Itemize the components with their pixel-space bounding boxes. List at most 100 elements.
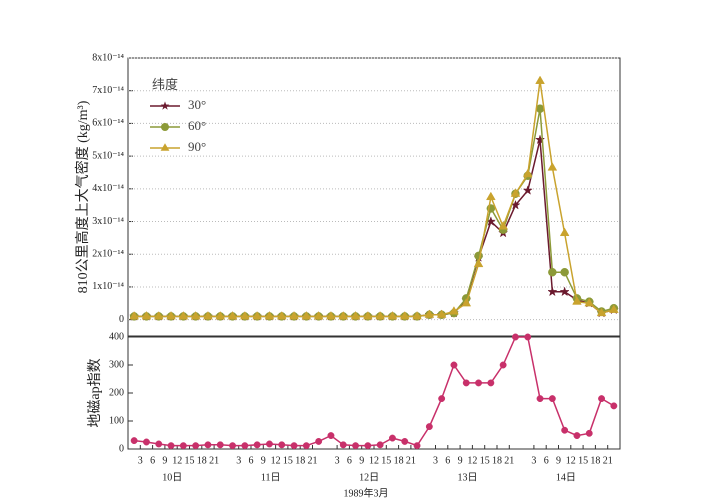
data-point bbox=[192, 442, 200, 450]
data-point bbox=[401, 437, 409, 445]
y-tick-label: 2x10⁻¹⁴ bbox=[92, 249, 124, 260]
x-tick-label: 18 bbox=[295, 455, 305, 466]
data-point bbox=[143, 438, 150, 446]
legend-label: 30° bbox=[188, 97, 206, 112]
x-tick-label: 15 bbox=[578, 455, 588, 466]
data-point bbox=[547, 286, 558, 297]
data-point bbox=[559, 286, 570, 297]
data-point bbox=[450, 361, 458, 369]
data-point bbox=[229, 442, 237, 450]
x-axis-label: 1989年3月 bbox=[344, 486, 389, 499]
data-point bbox=[130, 437, 138, 445]
data-point bbox=[253, 441, 261, 449]
data-point bbox=[301, 311, 312, 320]
data-point bbox=[487, 379, 495, 387]
data-point bbox=[559, 227, 570, 237]
data-point bbox=[399, 311, 410, 320]
legend-label: 60° bbox=[188, 118, 206, 133]
data-point bbox=[473, 258, 484, 268]
day-label: 11日 bbox=[261, 472, 281, 483]
y-axis-label: 810公里高度上大气密度 (kg/m³) bbox=[74, 100, 91, 293]
data-point bbox=[560, 267, 569, 277]
data-point bbox=[215, 311, 226, 320]
x-tick-label: 21 bbox=[209, 455, 219, 466]
x-tick-label: 9 bbox=[162, 455, 167, 466]
data-point bbox=[166, 311, 176, 320]
data-point bbox=[561, 426, 569, 434]
x-tick-label: 3 bbox=[531, 455, 536, 466]
data-point bbox=[153, 311, 164, 320]
y-tick-label: 8x10⁻¹⁴ bbox=[92, 52, 124, 63]
y-tick-label: 4x10⁻¹⁴ bbox=[92, 183, 124, 194]
x-tick-label: 18 bbox=[197, 455, 207, 466]
plot-frame bbox=[127, 336, 621, 450]
x-tick-label: 3 bbox=[138, 455, 143, 466]
data-point bbox=[387, 311, 398, 320]
x-tick-label: 18 bbox=[590, 455, 600, 466]
data-point bbox=[290, 442, 298, 450]
x-tick-label: 21 bbox=[603, 455, 613, 466]
data-point bbox=[522, 168, 533, 178]
data-point bbox=[204, 441, 212, 449]
data-point bbox=[302, 442, 310, 450]
data-point bbox=[547, 162, 558, 171]
data-point bbox=[350, 311, 361, 320]
day-label: 10日 bbox=[162, 472, 182, 483]
data-point bbox=[203, 311, 213, 320]
x-tick-label: 12 bbox=[467, 455, 477, 466]
legend-marker bbox=[160, 101, 170, 110]
y-tick-label: 6x10⁻¹⁴ bbox=[92, 118, 124, 129]
series-line bbox=[134, 336, 615, 447]
day-label: 14日 bbox=[556, 472, 576, 483]
data-point bbox=[475, 379, 482, 387]
y-tick-label: 400 bbox=[109, 331, 124, 342]
data-point bbox=[178, 311, 189, 320]
data-point bbox=[548, 395, 556, 403]
series-line bbox=[134, 139, 615, 318]
data-point bbox=[534, 134, 546, 145]
data-point bbox=[240, 311, 250, 320]
x-tick-label: 3 bbox=[433, 455, 438, 466]
data-point bbox=[412, 311, 422, 320]
data-point bbox=[535, 75, 545, 84]
y-tick-label: 7x10⁻¹⁴ bbox=[92, 85, 124, 96]
data-point bbox=[499, 361, 507, 369]
x-tick-label: 18 bbox=[394, 455, 404, 466]
data-point bbox=[573, 432, 581, 440]
x-tick-label: 15 bbox=[185, 455, 195, 466]
x-tick-label: 21 bbox=[308, 455, 318, 466]
series-line bbox=[134, 80, 615, 318]
data-point bbox=[572, 296, 582, 305]
data-point bbox=[536, 395, 544, 403]
data-point bbox=[339, 441, 347, 449]
y-tick-label: 1x10⁻¹⁴ bbox=[92, 281, 124, 292]
data-point bbox=[375, 311, 385, 320]
data-point bbox=[315, 437, 323, 445]
y-tick-label: 0 bbox=[119, 314, 124, 325]
data-point bbox=[609, 304, 619, 313]
data-point bbox=[179, 442, 187, 450]
data-point bbox=[338, 311, 349, 320]
x-tick-label: 6 bbox=[150, 455, 155, 466]
y-tick-label: 3x10⁻¹⁴ bbox=[92, 216, 124, 227]
data-point bbox=[326, 311, 336, 320]
data-point bbox=[486, 191, 496, 201]
day-label: 13日 bbox=[457, 472, 477, 483]
data-point bbox=[522, 185, 533, 195]
x-tick-label: 12 bbox=[172, 455, 182, 466]
x-tick-label: 6 bbox=[544, 455, 549, 466]
data-point bbox=[252, 311, 262, 320]
x-tick-label: 15 bbox=[381, 455, 391, 466]
data-point bbox=[436, 309, 447, 318]
x-tick-label: 21 bbox=[406, 455, 416, 466]
x-tick-label: 15 bbox=[480, 455, 490, 466]
y-tick-label: 0 bbox=[119, 443, 124, 454]
x-tick-label: 9 bbox=[261, 455, 266, 466]
data-point bbox=[190, 311, 201, 320]
data-point bbox=[424, 309, 435, 318]
data-point bbox=[313, 311, 324, 320]
data-point bbox=[413, 442, 421, 450]
data-point bbox=[227, 311, 238, 320]
data-point bbox=[129, 311, 139, 320]
legend-marker bbox=[161, 123, 169, 131]
